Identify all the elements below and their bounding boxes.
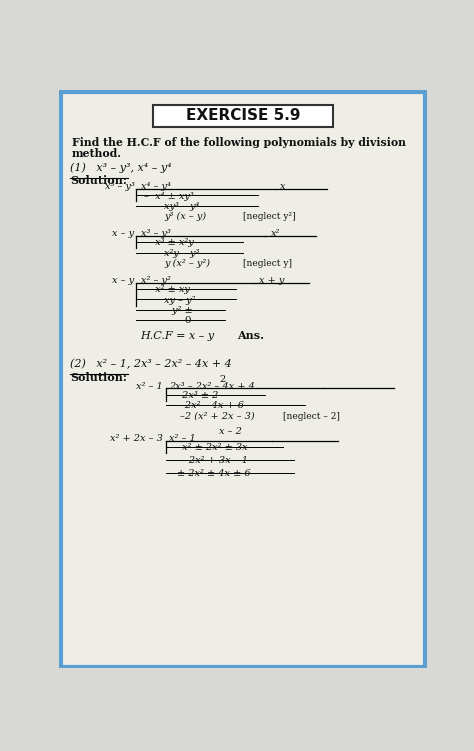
Text: H.C.F = x – y: H.C.F = x – y <box>140 330 214 340</box>
Text: [neglect y]: [neglect y] <box>243 259 292 268</box>
Text: 2: 2 <box>219 375 225 384</box>
Text: –  x³ ± x²y: – x³ ± x²y <box>144 238 193 247</box>
Text: (2)   x² – 1, 2x³ – 2x² – 4x + 4: (2) x² – 1, 2x³ – 2x² – 4x + 4 <box>70 359 232 369</box>
Text: x + y: x + y <box>259 276 285 285</box>
Text: xy³ – y⁴: xy³ – y⁴ <box>164 202 200 211</box>
Text: –  x⁴ ± xy³: – x⁴ ± xy³ <box>144 192 193 201</box>
FancyBboxPatch shape <box>61 92 425 667</box>
Text: y (x² – y²): y (x² – y²) <box>164 259 210 268</box>
Text: x³ – y³: x³ – y³ <box>105 182 135 192</box>
Text: [neglect – 2]: [neglect – 2] <box>283 412 340 421</box>
Text: x² – 1: x² – 1 <box>170 434 196 443</box>
Text: x² – y²: x² – y² <box>141 276 171 285</box>
Text: –2 (x² + 2x – 3): –2 (x² + 2x – 3) <box>181 412 255 421</box>
Text: method.: method. <box>72 148 122 159</box>
Text: Solution:: Solution: <box>70 372 127 383</box>
Text: [neglect y²]: [neglect y²] <box>243 213 296 222</box>
Text: –  x² ± 2x² ± 3x: – x² ± 2x² ± 3x <box>171 443 248 452</box>
Text: y³ (x – y): y³ (x – y) <box>164 213 206 222</box>
Text: –2x² – 4x + 6: –2x² – 4x + 6 <box>181 401 245 410</box>
Text: –  x² ± xy: – x² ± xy <box>144 285 190 294</box>
Text: x² – 1: x² – 1 <box>136 382 163 391</box>
Text: (1)   x³ – y³, x⁴ – y⁴: (1) x³ – y³, x⁴ – y⁴ <box>70 162 172 173</box>
Text: x: x <box>280 182 285 192</box>
Text: –2x² + 3x – 1: –2x² + 3x – 1 <box>184 457 248 466</box>
Text: x²: x² <box>271 229 280 238</box>
Text: x – y: x – y <box>112 229 135 238</box>
Text: x⁴ – y⁴: x⁴ – y⁴ <box>141 182 171 192</box>
Text: Find the H.C.F of the following polynomials by division: Find the H.C.F of the following polynomi… <box>72 137 406 148</box>
Text: x – y: x – y <box>112 276 135 285</box>
Text: ± 2x² ± 4x ± 6: ± 2x² ± 4x ± 6 <box>177 469 250 478</box>
Text: xy – y²: xy – y² <box>164 296 195 305</box>
Text: – y² ±: – y² ± <box>164 306 192 315</box>
Text: 2x³ – 2x² – 4x + 4: 2x³ – 2x² – 4x + 4 <box>170 382 255 391</box>
Text: x³ – y³: x³ – y³ <box>141 229 171 238</box>
Text: Solution:: Solution: <box>70 176 127 186</box>
FancyBboxPatch shape <box>153 105 333 127</box>
Text: x² + 2x – 3: x² + 2x – 3 <box>110 434 163 443</box>
Text: Ans.: Ans. <box>237 330 264 340</box>
Text: 0: 0 <box>184 316 191 325</box>
Text: x – 2: x – 2 <box>219 427 242 436</box>
Text: EXERCISE 5.9: EXERCISE 5.9 <box>186 108 300 122</box>
Text: –  2x³ ± 2: – 2x³ ± 2 <box>171 391 219 400</box>
Text: x²y – y³: x²y – y³ <box>164 249 200 258</box>
